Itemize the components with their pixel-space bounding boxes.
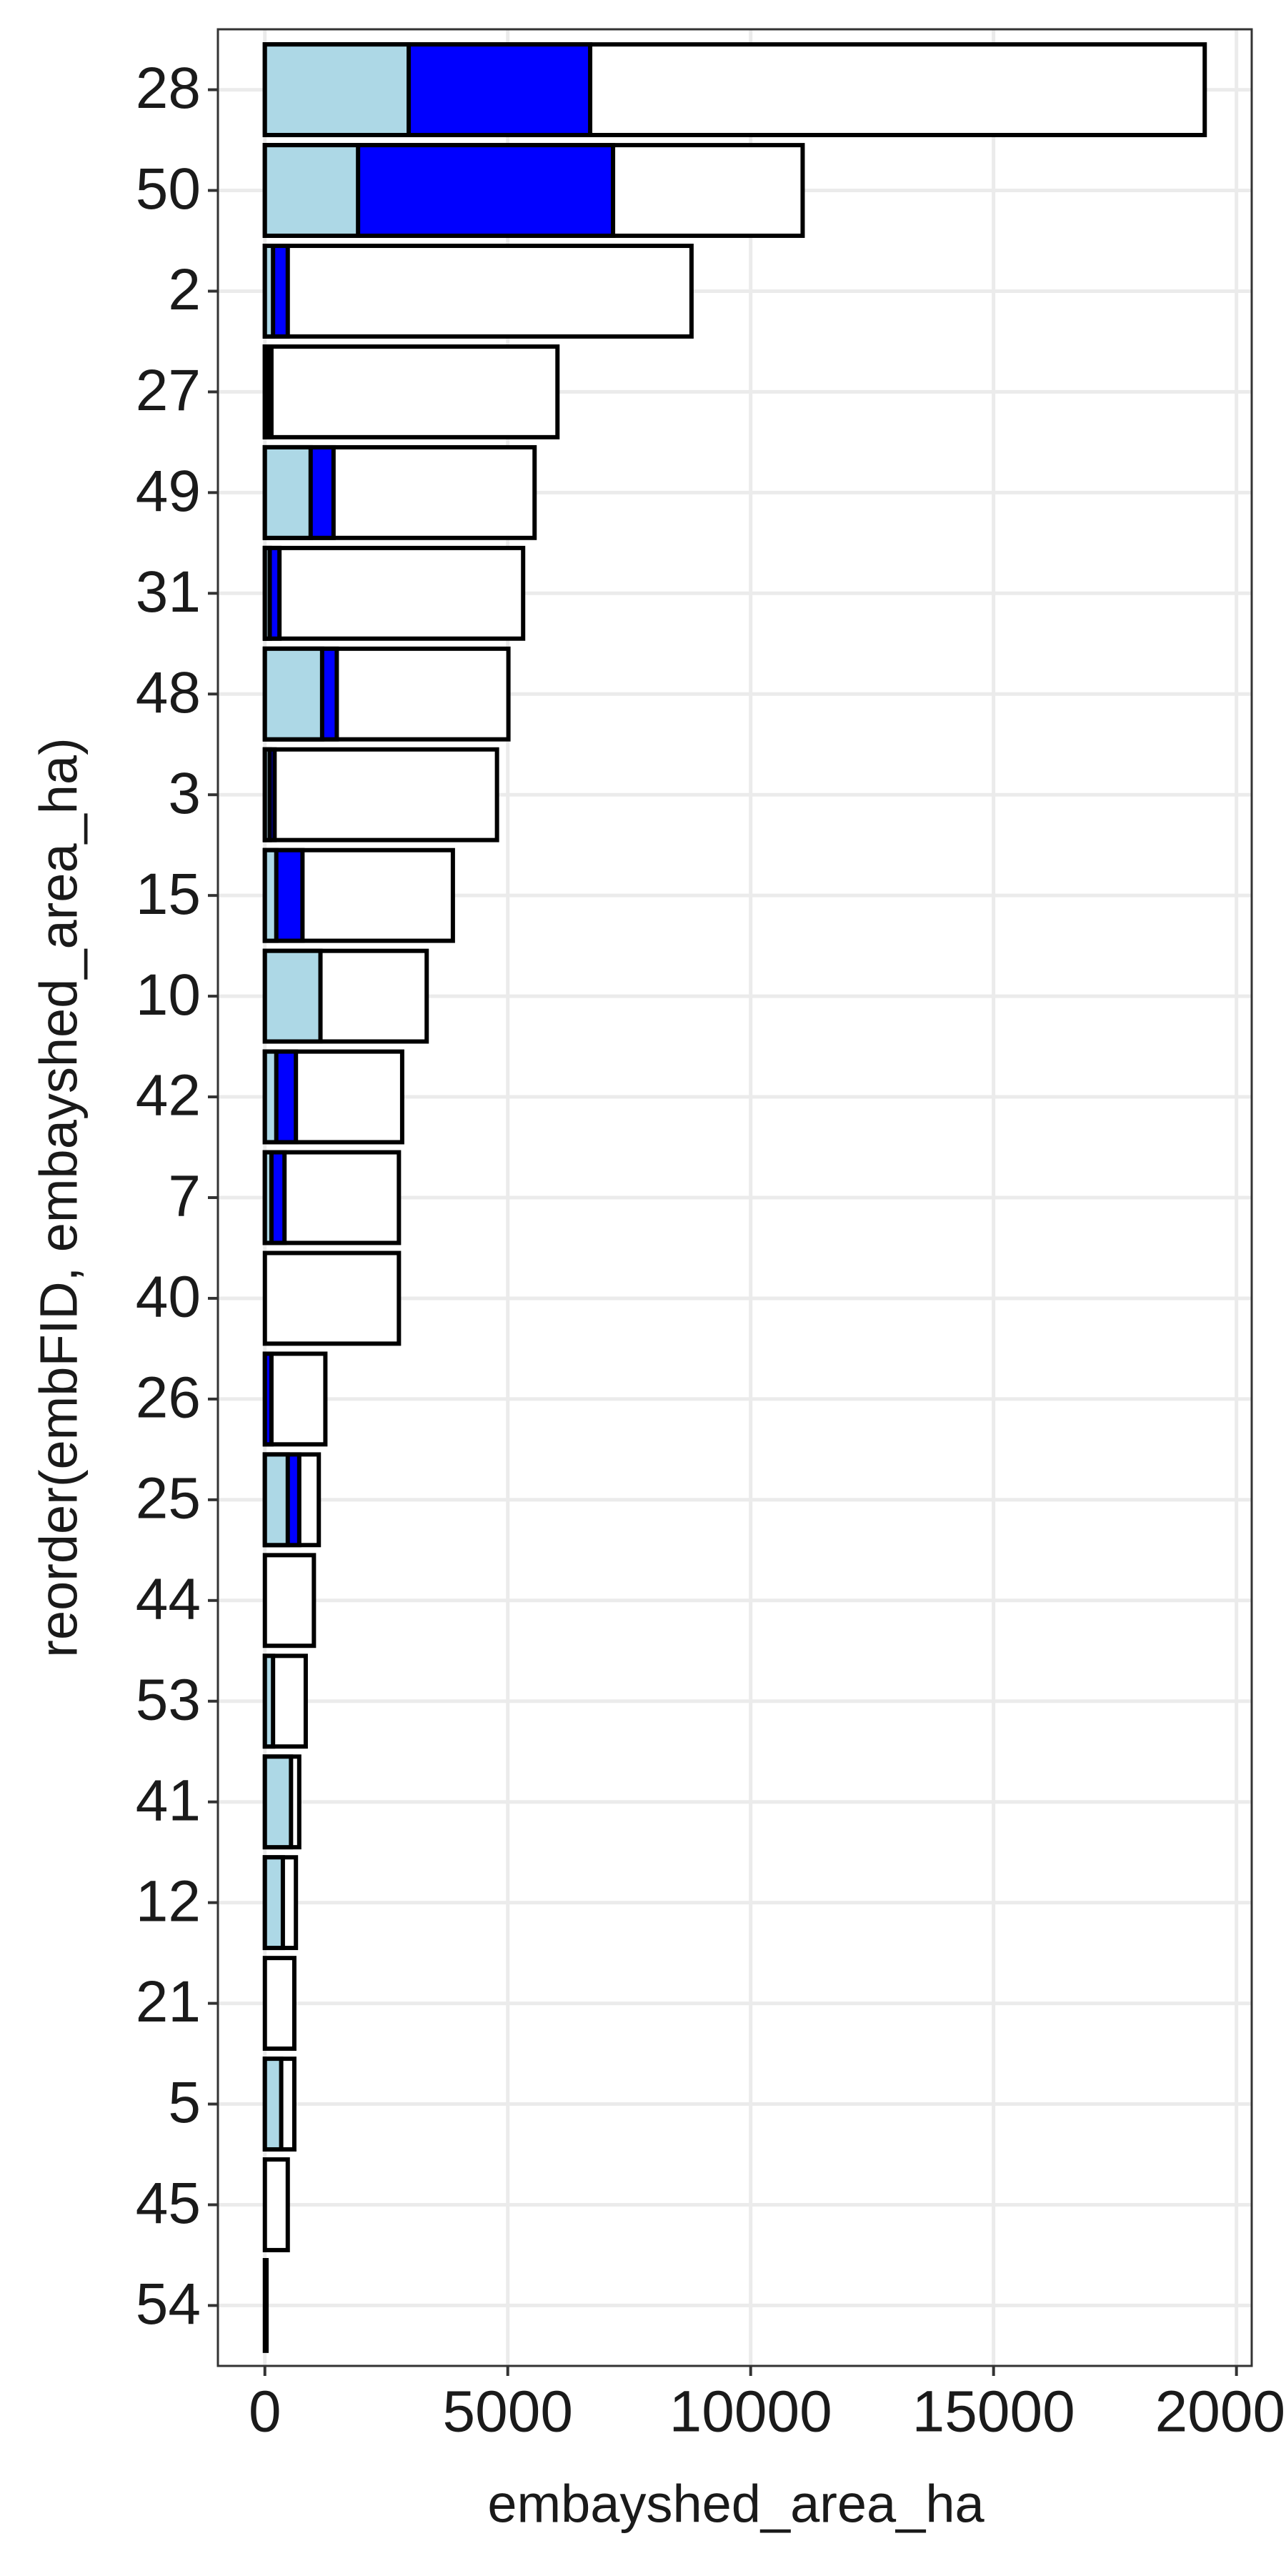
bar (262, 2157, 290, 2252)
y-tick-label: 21 (136, 1969, 201, 2034)
axes: 2850227493148315104274026254453411221545… (136, 28, 1286, 2445)
bar (262, 2057, 284, 2152)
bar (262, 1049, 279, 1145)
x-tick-label: 10000 (669, 2379, 832, 2445)
y-tick-label: 45 (136, 2171, 201, 2236)
bar (262, 747, 499, 842)
bar (262, 344, 271, 439)
bar (262, 1754, 294, 1850)
bar (262, 2258, 269, 2353)
bar (262, 1150, 402, 1245)
bar (262, 847, 279, 943)
bar (262, 244, 276, 339)
bar (262, 545, 526, 641)
y-tick-label: 2 (168, 257, 201, 322)
bar (262, 545, 272, 641)
bar (262, 1653, 276, 1749)
bar (262, 1553, 316, 1648)
bar (262, 1351, 274, 1447)
y-tick-label: 53 (136, 1667, 201, 1732)
y-tick-label: 12 (136, 1869, 201, 1934)
y-tick-label: 49 (136, 459, 201, 524)
y-tick-label: 44 (136, 1566, 201, 1631)
x-tick-label: 15000 (912, 2379, 1075, 2445)
x-tick-label: 5000 (443, 2379, 573, 2445)
bar (262, 143, 361, 238)
y-tick-label: 31 (136, 560, 201, 625)
y-tick-label: 40 (136, 1265, 201, 1330)
y-tick-label: 28 (136, 56, 201, 121)
y-tick-label: 41 (136, 1768, 201, 1833)
y-tick-label: 3 (168, 761, 201, 826)
y-tick-label: 42 (136, 1063, 201, 1128)
bar (262, 1956, 296, 2052)
y-axis-title: reorder(embFID, embayshed_area_ha) (29, 737, 89, 1657)
bar (262, 1150, 274, 1245)
y-tick-label: 26 (136, 1366, 201, 1431)
bar (262, 948, 323, 1044)
y-tick-label: 25 (136, 1466, 201, 1531)
y-tick-label: 10 (136, 963, 201, 1028)
y-tick-label: 48 (136, 660, 201, 725)
y-tick-label: 5 (168, 2070, 201, 2135)
bar (262, 1855, 285, 1951)
y-tick-label: 15 (136, 862, 201, 927)
x-axis-title: embayshed_area_ha (487, 2475, 985, 2534)
bar (262, 344, 560, 439)
bar (262, 42, 412, 137)
y-tick-label: 27 (136, 358, 201, 423)
bar (262, 1250, 402, 1346)
y-tick-label: 50 (136, 156, 201, 222)
y-tick-label: 54 (136, 2272, 201, 2337)
bar (262, 646, 324, 742)
bars (262, 42, 1207, 2353)
x-tick-label: 0 (249, 2379, 281, 2445)
x-tick-label: 20000 (1155, 2379, 1286, 2445)
bar (262, 444, 313, 540)
bar (262, 747, 272, 842)
y-tick-label: 7 (168, 1164, 201, 1229)
bar (262, 1351, 328, 1447)
bar (262, 244, 694, 339)
bar (262, 1452, 290, 1548)
